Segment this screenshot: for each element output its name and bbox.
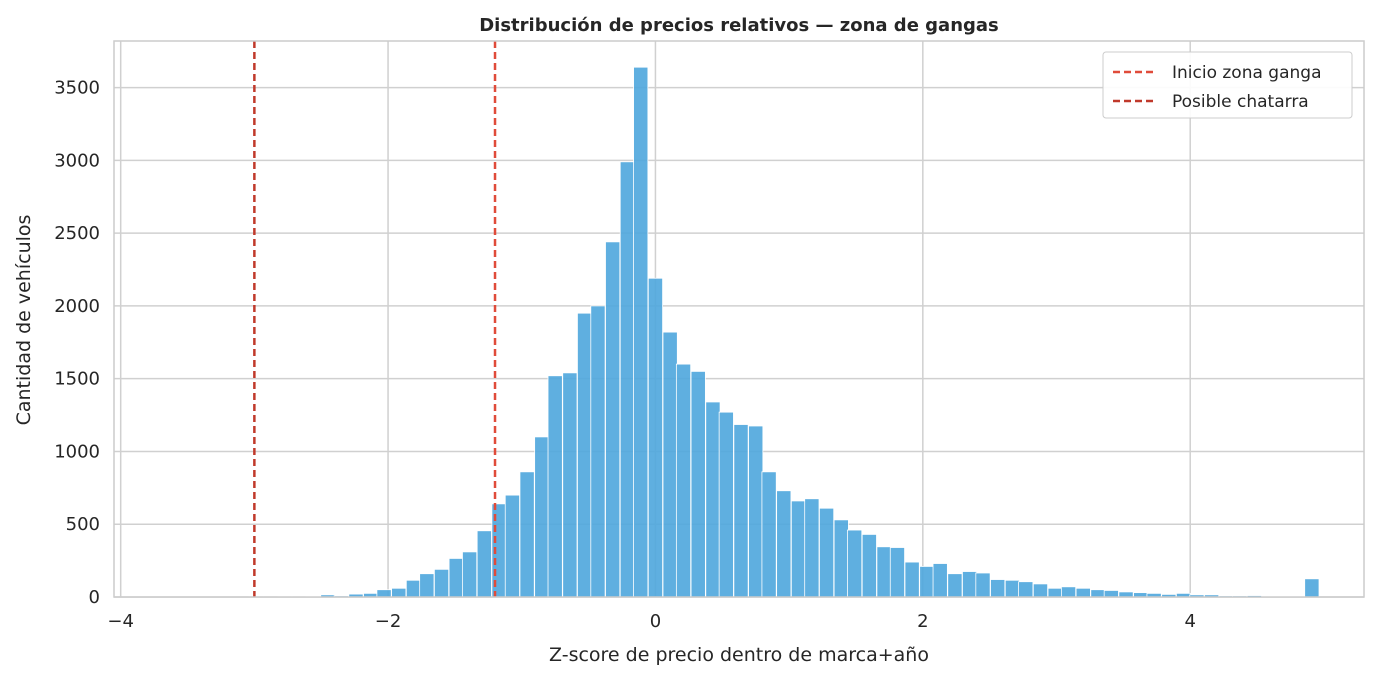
histogram-bar: [662, 331, 678, 598]
histogram-bar: [919, 566, 935, 598]
legend: Inicio zona ganga Posible chatarra: [1102, 51, 1353, 119]
x-tick-label: −2: [375, 611, 402, 632]
histogram-bar: [876, 546, 892, 598]
y-tick-label: 500: [66, 514, 100, 535]
histogram-bar: [376, 589, 392, 598]
histogram-bar: [462, 551, 478, 598]
plot-frame: [113, 40, 1365, 598]
histogram-bar: [547, 375, 563, 598]
y-tick-label: 3500: [54, 78, 100, 99]
y-tick-label: 0: [89, 587, 100, 608]
histogram-bar: [947, 573, 963, 598]
reference-lines: [253, 41, 497, 597]
y-axis-label: Cantidad de vehículos: [13, 215, 35, 426]
histogram-bar: [433, 568, 450, 598]
histogram-bar: [748, 425, 764, 598]
y-tick-label: 2000: [54, 296, 100, 317]
histogram-bar: [1075, 587, 1091, 598]
histogram-bar: [405, 579, 422, 598]
histogram-bar: [761, 471, 777, 598]
histogram-bar: [633, 66, 649, 598]
histogram-bar: [534, 436, 550, 598]
histogram-bar: [562, 372, 578, 598]
histogram-bar: [962, 571, 978, 598]
histogram-bar: [1032, 583, 1049, 598]
legend-box: [1102, 51, 1353, 119]
x-tick-label: −4: [107, 611, 134, 632]
histogram-bar: [1090, 589, 1106, 598]
x-tick-label: 4: [1184, 611, 1195, 632]
bars-layer: [119, 66, 1320, 598]
histogram-bar: [504, 494, 520, 598]
tick-labels: 0 500 1000 1500 2000 2500 3000 3500 −4 −2 0 2 4: [54, 78, 1196, 632]
histogram-bar: [889, 547, 905, 598]
histogram-bar: [448, 558, 464, 598]
histogram-bar: [861, 534, 877, 598]
histogram-bar: [577, 312, 593, 598]
histogram-bar: [419, 573, 435, 598]
histogram-bar: [733, 424, 749, 598]
histogram-bar: [1018, 581, 1034, 598]
histogram-bar: [675, 363, 692, 598]
histogram-bar: [1118, 591, 1134, 598]
histogram-bar: [718, 411, 734, 598]
histogram-bar: [833, 519, 849, 598]
legend-label-posible-chatarra: Posible chatarra: [1172, 92, 1309, 112]
histogram-bar: [975, 572, 991, 598]
histogram-bar: [1103, 590, 1119, 598]
chart-title: Distribución de precios relativos — zona…: [479, 15, 999, 36]
histogram-bar: [1004, 579, 1020, 598]
y-tick-label: 1500: [54, 369, 100, 390]
histogram-bar: [790, 500, 807, 598]
histogram-bar: [705, 401, 721, 598]
histogram-bar: [590, 305, 606, 598]
x-tick-label: 2: [917, 611, 928, 632]
histogram-bar: [932, 563, 948, 598]
histogram-bar: [904, 561, 920, 598]
histogram-bar: [1060, 586, 1077, 598]
histogram-bar: [776, 490, 792, 598]
histogram-bar: [1047, 587, 1063, 598]
histogram-bar: [391, 587, 407, 598]
histogram-bar: [476, 530, 492, 598]
y-tick-label: 2500: [54, 223, 100, 244]
histogram-bar: [847, 529, 863, 598]
histogram-bar: [647, 277, 663, 598]
histogram-bar: [990, 579, 1006, 598]
x-tick-label: 0: [650, 611, 661, 632]
histogram-bar: [819, 507, 835, 598]
histogram-bar: [804, 498, 820, 598]
histogram-bar: [690, 370, 706, 598]
x-axis-label: Z-score de precio dentro de marca+año: [549, 644, 929, 666]
histogram-bar: [605, 241, 621, 598]
legend-label-inicio-zona-ganga: Inicio zona ganga: [1172, 63, 1322, 83]
y-tick-label: 1000: [54, 441, 100, 462]
y-tick-label: 3000: [54, 150, 100, 171]
histogram-bar: [1304, 578, 1320, 598]
histogram-bar: [519, 471, 535, 598]
histogram-bar: [619, 161, 635, 598]
